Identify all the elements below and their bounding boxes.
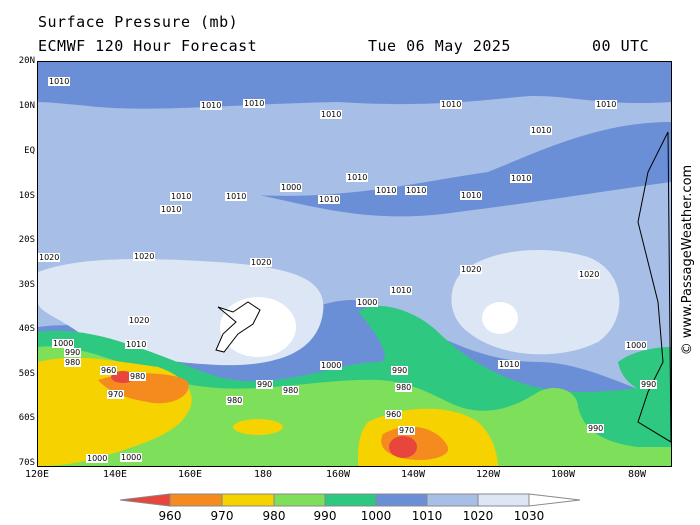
legend-swatch-1020 <box>426 493 479 507</box>
legend-label-1000: 1000 <box>360 509 392 523</box>
contour-label: 1010 <box>170 192 193 201</box>
contour-label: 1020 <box>38 253 61 262</box>
lat-label-10n: 10N <box>18 101 35 111</box>
contour-label: 960 <box>385 410 403 419</box>
contour-label: 970 <box>398 426 416 435</box>
credit-text: © www.PassageWeather.com <box>680 165 695 355</box>
lon-label-100w: 100W <box>550 469 576 480</box>
contour-label: 990 <box>256 380 274 389</box>
legend-label-980: 980 <box>262 509 286 523</box>
contour-label: 1010 <box>530 126 553 135</box>
contour-label: 1020 <box>133 252 156 261</box>
legend-swatch-980 <box>221 493 275 507</box>
contour-label: 990 <box>64 348 82 357</box>
contour-label: 980 <box>282 386 300 395</box>
lat-label-20n: 20N <box>18 56 35 66</box>
legend-label-1010: 1010 <box>411 509 443 523</box>
legend-arrow-low <box>119 493 171 507</box>
lat-label-40s: 40S <box>18 324 35 334</box>
forecast-date: Tue 06 May 2025 <box>368 37 511 55</box>
south-america-coast <box>637 131 671 443</box>
band-1000-east <box>618 347 671 397</box>
contour-label: 1010 <box>595 100 618 109</box>
contour-label: 1010 <box>160 205 183 214</box>
contour-label: 1010 <box>225 192 248 201</box>
contour-label: 970 <box>107 390 125 399</box>
lat-label-10s: 10S <box>18 191 35 201</box>
contour-label: 1010 <box>320 110 343 119</box>
lon-label-180: 180 <box>253 469 273 480</box>
lat-label-eq: EQ <box>24 146 35 156</box>
legend-swatch-990 <box>273 493 326 507</box>
contour-label: 1020 <box>460 265 483 274</box>
lat-label-50s: 50S <box>18 369 35 379</box>
contour-label: 1010 <box>440 100 463 109</box>
contour-label: 1010 <box>460 191 483 200</box>
contour-label: 980 <box>395 383 413 392</box>
band-1010-north <box>38 62 671 109</box>
contour-label: 980 <box>64 358 82 367</box>
model-label: ECMWF 120 Hour Forecast <box>38 37 258 55</box>
contour-label: 1000 <box>280 183 303 192</box>
lon-label-120w: 120W <box>475 469 501 480</box>
pressure-field <box>38 62 671 466</box>
high-center-east <box>482 302 518 334</box>
chart-title: Surface Pressure (mb) <box>38 13 239 31</box>
contour-label: 1010 <box>498 360 521 369</box>
band-990 <box>38 346 671 466</box>
legend-swatch-1010 <box>375 493 428 507</box>
contour-label: 1010 <box>346 173 369 182</box>
lon-label-80w: 80W <box>627 469 647 480</box>
contour-label: 1010 <box>318 195 341 204</box>
new-zealand-outline <box>215 301 261 353</box>
contour-label: 1010 <box>48 77 71 86</box>
lat-label-20s: 20S <box>18 235 35 245</box>
contour-label: 990 <box>587 424 605 433</box>
contour-label: 1010 <box>125 340 148 349</box>
contour-label: 1020 <box>128 316 151 325</box>
contour-label: 1010 <box>390 286 413 295</box>
contour-label: 1010 <box>243 99 266 108</box>
legend-swatch-1000 <box>324 493 377 507</box>
legend-label-1020: 1020 <box>462 509 494 523</box>
low-center-east <box>389 436 417 458</box>
contour-label: 990 <box>640 380 658 389</box>
legend-arrow-high <box>528 493 581 507</box>
contour-label: 1000 <box>320 361 343 370</box>
contour-label: 1010 <box>375 186 398 195</box>
legend-label-990: 990 <box>313 509 337 523</box>
lon-label-160e: 160E <box>177 469 203 480</box>
contour-label: 1000 <box>86 454 109 463</box>
credit-label: © www.PassageWeather.com <box>680 165 695 355</box>
legend-swatch-1030 <box>477 493 530 507</box>
lat-label-70s: 70S <box>18 458 35 468</box>
color-legend <box>119 493 581 507</box>
band-980-small <box>233 419 283 435</box>
lon-label-160w: 160W <box>325 469 351 480</box>
contour-label: 980 <box>129 372 147 381</box>
forecast-time: 00 UTC <box>592 37 650 55</box>
legend-label-970: 970 <box>210 509 234 523</box>
lon-label-140w: 140W <box>400 469 426 480</box>
lon-label-140e: 140E <box>102 469 128 480</box>
lon-label-120e: 120E <box>24 469 50 480</box>
contour-label: 990 <box>391 366 409 375</box>
contour-label: 960 <box>100 366 118 375</box>
contour-label: 1010 <box>200 101 223 110</box>
contour-label: 1000 <box>52 339 75 348</box>
contour-label: 1010 <box>405 186 428 195</box>
contour-label: 1010 <box>510 174 533 183</box>
legend-label-960: 960 <box>158 509 182 523</box>
contour-label: 980 <box>226 396 244 405</box>
contour-label: 1000 <box>625 341 648 350</box>
contour-label: 1000 <box>356 298 379 307</box>
contour-label: 1020 <box>578 270 601 279</box>
legend-label-1030: 1030 <box>513 509 545 523</box>
contour-label: 1020 <box>250 258 273 267</box>
contour-label: 1000 <box>120 453 143 462</box>
pressure-map <box>37 61 672 467</box>
legend-swatch-970 <box>169 493 223 507</box>
lat-label-60s: 60S <box>18 413 35 423</box>
lat-label-30s: 30S <box>18 280 35 290</box>
